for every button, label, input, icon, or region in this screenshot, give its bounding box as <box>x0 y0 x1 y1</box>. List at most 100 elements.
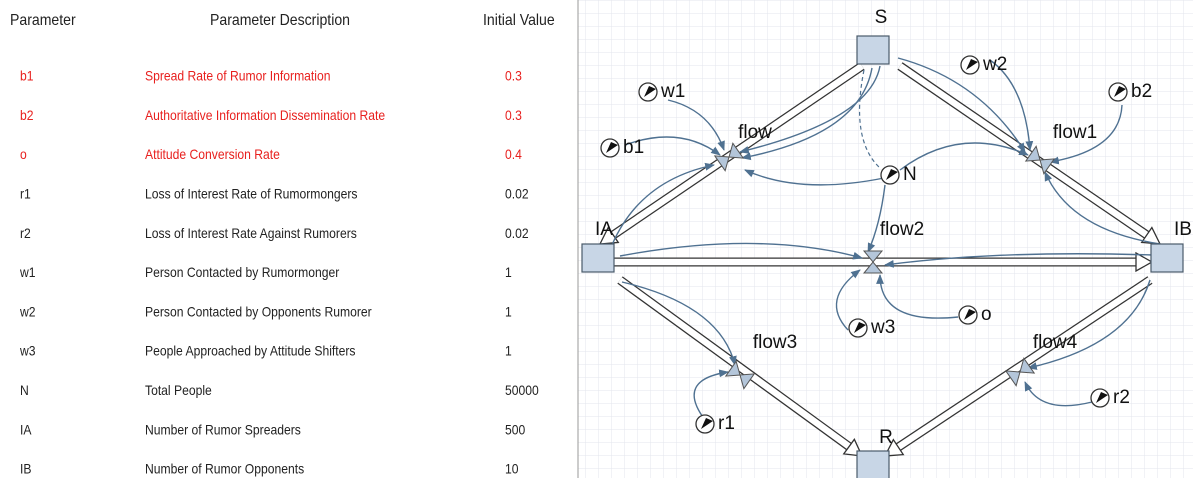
table-cell: Number of Rumor Spreaders <box>145 422 301 438</box>
table-cell: IA <box>20 422 32 438</box>
column-header: Parameter Description <box>210 11 350 29</box>
variable-pointer <box>606 142 618 153</box>
flow-label: flow3 <box>753 332 797 353</box>
flow-label: flow2 <box>880 219 924 240</box>
valve-part <box>713 155 730 172</box>
table-cell: o <box>20 147 27 163</box>
valve-part <box>1024 145 1041 162</box>
stock-label: IA <box>595 219 613 240</box>
variable-label: o <box>981 304 992 325</box>
variable-label: w1 <box>660 81 685 102</box>
info-arrow <box>611 162 715 246</box>
stock <box>581 243 615 273</box>
variable-pointer <box>644 86 656 97</box>
info-arrow <box>884 253 1153 268</box>
table-cell: 50000 <box>505 382 539 398</box>
flow-label: flow1 <box>1053 122 1097 143</box>
stock <box>856 35 890 65</box>
table-cell: 1 <box>505 264 512 280</box>
table-cell: 0.02 <box>505 186 529 202</box>
variable-pointer <box>701 418 713 429</box>
info-arrow <box>741 67 873 161</box>
info-arrow <box>867 184 886 253</box>
table-cell: IB <box>20 461 31 477</box>
table-cell: Total People <box>145 382 212 398</box>
valve-part <box>728 142 745 159</box>
table-cell: r2 <box>20 225 31 241</box>
stock <box>1150 243 1184 273</box>
variable-pointer <box>1114 86 1126 97</box>
valve <box>862 250 884 274</box>
info-arrow <box>621 281 737 366</box>
valve <box>1024 145 1056 175</box>
stock-label: IB <box>1174 219 1192 240</box>
table-cell: 1 <box>505 343 512 359</box>
valve <box>724 360 756 390</box>
variable-label: r1 <box>718 413 735 434</box>
valve <box>1004 357 1036 387</box>
valve-part <box>1039 158 1056 175</box>
valve-part <box>1019 357 1036 374</box>
table-cell: Authoritative Information Dissemination … <box>145 107 385 123</box>
variable-label: b1 <box>623 137 644 158</box>
table-cell: People Approached by Attitude Shifters <box>145 343 356 359</box>
info-arrow <box>619 242 863 260</box>
variable-pointer <box>886 169 898 180</box>
table-cell: b1 <box>20 68 34 84</box>
stock <box>856 450 890 478</box>
stock-label: R <box>879 427 893 448</box>
variable-pointer <box>964 309 976 320</box>
valve-part <box>724 360 741 377</box>
variable-label: w3 <box>870 317 895 338</box>
valve <box>713 142 745 172</box>
table-cell: 500 <box>505 422 525 438</box>
table-cell: 1 <box>505 304 512 320</box>
valve-part <box>1004 370 1021 387</box>
pipe-arrow <box>1140 226 1162 245</box>
info-arrow <box>739 65 881 154</box>
info-arrow <box>667 99 725 151</box>
variable-label: w2 <box>982 54 1007 75</box>
table-cell: 0.02 <box>505 225 529 241</box>
table-cell: w1 <box>19 264 35 280</box>
info-arrow <box>989 59 1034 151</box>
info-arrow <box>835 269 861 331</box>
flow-label: flow <box>738 122 772 143</box>
variable-pointer <box>966 59 978 70</box>
info-arrow <box>1049 104 1123 165</box>
table-cell: Attitude Conversion Rate <box>145 147 280 163</box>
info-arrow <box>899 142 1029 171</box>
info-arrow <box>624 136 721 156</box>
variable-label: b2 <box>1131 81 1152 102</box>
info-arrow <box>744 169 885 186</box>
stock-label: S <box>875 7 888 28</box>
table-cell: Loss of Interest Rate Against Rumorers <box>145 225 357 241</box>
table-cell: Person Contacted by Opponents Rumorer <box>145 304 372 320</box>
table-cell: 0.3 <box>505 107 522 123</box>
table-cell: w3 <box>19 343 35 359</box>
variable-pointer <box>1096 392 1108 403</box>
table-cell: Loss of Interest Rate of Rumormongers <box>145 186 357 202</box>
info-arrow <box>1027 279 1151 370</box>
table-cell: Person Contacted by Rumormonger <box>145 264 340 280</box>
info-arrow <box>693 369 729 421</box>
table-cell: 0.3 <box>505 68 522 84</box>
column-header: Initial Value <box>483 11 555 29</box>
table-cell: b2 <box>20 107 34 123</box>
dashed-link <box>859 69 881 169</box>
info-arrow <box>1024 381 1093 407</box>
valve-part <box>862 250 884 263</box>
table-cell: N <box>20 382 29 398</box>
info-arrow <box>876 274 959 319</box>
table-cell: r1 <box>20 186 31 202</box>
info-arrow <box>897 57 1026 153</box>
table-cell: Number of Rumor Opponents <box>145 461 304 477</box>
valve-part <box>862 261 884 274</box>
variable-pointer <box>854 322 866 333</box>
flow-label: flow4 <box>1033 332 1078 353</box>
info-arrow <box>1044 171 1161 245</box>
pipe-arrow <box>1135 251 1154 273</box>
table-cell: 0.4 <box>505 147 522 163</box>
variable-label: N <box>903 164 917 185</box>
